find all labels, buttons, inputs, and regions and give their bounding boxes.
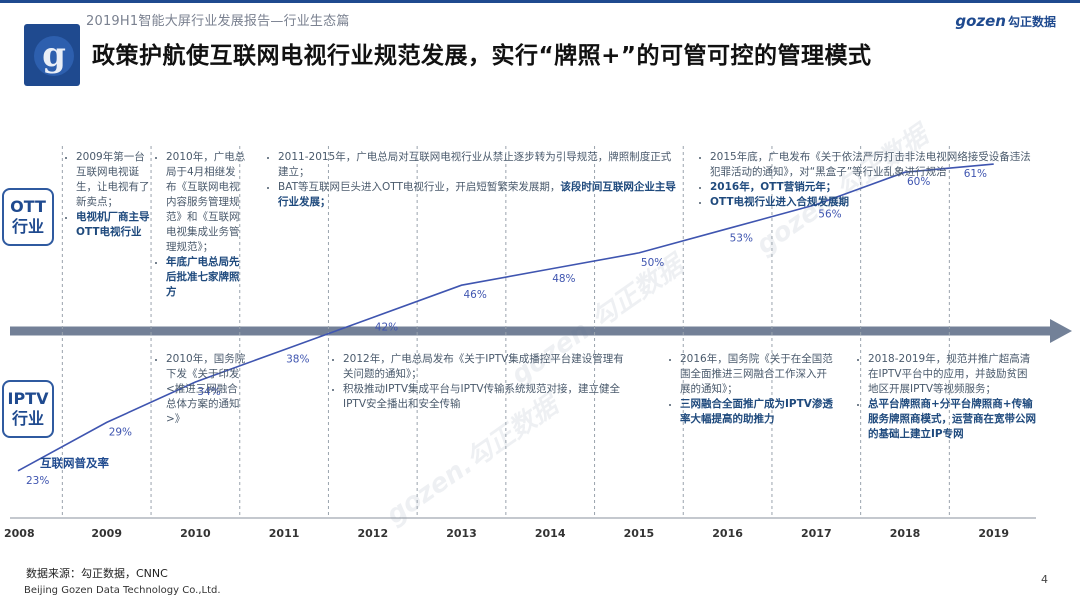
note-highlight: 电视机厂商主导OTT电视行业: [76, 211, 150, 238]
brand-name-cn: 勾正数据: [1007, 15, 1056, 29]
iptv-note-2018-2019: 2018-2019年，规范并推广超高清在IPTV平台中的应用，并鼓励贫困地区开展…: [858, 352, 1036, 442]
note-text: 2010年，广电总局于4月相继发布《互联网电视内容服务管理规范》和《互联网电视集…: [166, 151, 246, 253]
x-tick-label: 2019: [978, 527, 1009, 540]
note-text: BAT等互联网巨头进入OTT电视行业，开启短暂繁荣发展期，: [278, 181, 561, 193]
data-label: 56%: [818, 208, 841, 220]
note-text: 2010年，国务院下发《关于印发<推进三网融合总体方案的通知>》: [166, 353, 246, 425]
note-text: 2011-2015年，广电总局对互联网电视行业从禁止逐步转为引导规范，牌照制度正…: [278, 151, 672, 178]
ott-sector-label: OTT 行业: [2, 188, 54, 246]
note-highlight: OTT电视行业进入合规发展期: [710, 196, 849, 208]
data-label: 29%: [109, 426, 132, 438]
data-label: 23%: [26, 475, 49, 487]
note-list: 2018-2019年，规范并推广超高清在IPTV平台中的应用，并鼓励贫困地区开展…: [858, 352, 1036, 442]
note-list: 2009年第一台互联网电视诞生，让电视有了新卖点； 电视机厂商主导OTT电视行业: [66, 150, 152, 240]
x-tick-label: 2009: [91, 527, 122, 540]
note-item: OTT电视行业进入合规发展期: [710, 195, 1040, 210]
note-text: 2015年底，广电发布《关于依法严厉打击非法电视网络接受设备违法犯罪活动的通知》…: [710, 151, 1031, 178]
ott-note-2015-2016: 2015年底，广电发布《关于依法严厉打击非法电视网络接受设备违法犯罪活动的通知》…: [700, 150, 1040, 210]
note-item: 三网融合全面推广成为IPTV渗透率大幅提高的助推力: [680, 397, 835, 427]
x-tick-label: 2013: [446, 527, 477, 540]
page-number: 4: [1041, 573, 1048, 586]
note-text: 2018-2019年，规范并推广超高清在IPTV平台中的应用，并鼓励贫困地区开展…: [868, 353, 1031, 395]
company-name: Beijing Gozen Data Technology Co.,Ltd.: [24, 585, 221, 596]
svg-text:g: g: [42, 35, 66, 75]
report-title: 2019H1智能大屏行业发展报告—行业生态篇: [86, 14, 350, 29]
note-list: 2010年，广电总局于4月相继发布《互联网电视内容服务管理规范》和《互联网电视集…: [156, 150, 246, 300]
note-text: 2009年第一台互联网电视诞生，让电视有了新卖点；: [76, 151, 150, 208]
note-item: 2010年，广电总局于4月相继发布《互联网电视内容服务管理规范》和《互联网电视集…: [166, 150, 246, 255]
x-tick-label: 2012: [357, 527, 388, 540]
note-item: 积极推动IPTV集成平台与IPTV传输系统规范对接，建立健全IPTV安全播出和安…: [343, 382, 633, 412]
x-tick-label: 2008: [4, 527, 35, 540]
note-item: 2015年底，广电发布《关于依法严厉打击非法电视网络接受设备违法犯罪活动的通知》…: [710, 150, 1040, 180]
series-label: 互联网普及率: [40, 456, 109, 470]
note-list: 2011-2015年，广电总局对互联网电视行业从禁止逐步转为引导规范，牌照制度正…: [268, 150, 680, 210]
ott-note-2010: 2010年，广电总局于4月相继发布《互联网电视内容服务管理规范》和《互联网电视集…: [156, 150, 246, 300]
data-label: 50%: [641, 257, 664, 269]
note-item: 2016年，OTT营销元年；: [710, 180, 1040, 195]
note-item: 电视机厂商主导OTT电视行业: [76, 210, 152, 240]
data-label: 48%: [552, 273, 575, 285]
note-item: BAT等互联网巨头进入OTT电视行业，开启短暂繁荣发展期，该段时间互联网企业主导…: [278, 180, 680, 210]
note-highlight: 三网融合全面推广成为IPTV渗透率大幅提高的助推力: [680, 398, 833, 425]
note-highlight: 总平台牌照商+分平台牌照商+传输服务牌照商模式，运营商在宽带公网的基础上建立IP…: [868, 398, 1036, 440]
data-label: 53%: [730, 233, 753, 245]
note-list: 2016年，国务院《关于在全国范围全面推进三网融合工作深入开展的通知》； 三网融合…: [670, 352, 835, 427]
x-tick-label: 2017: [801, 527, 832, 540]
x-tick-label: 2010: [180, 527, 211, 540]
x-tick-label: 2014: [535, 527, 566, 540]
note-text: 2016年，国务院《关于在全国范围全面推进三网融合工作深入开展的通知》；: [680, 353, 833, 395]
iptv-note-2012: 2012年，广电总局发布《关于IPTV集成播控平台建设管理有关问题的通知》； 积极…: [333, 352, 633, 412]
note-highlight: 2016年，OTT营销元年；: [710, 181, 837, 193]
note-item: 总平台牌照商+分平台牌照商+传输服务牌照商模式，运营商在宽带公网的基础上建立IP…: [868, 397, 1036, 442]
note-item: 2018-2019年，规范并推广超高清在IPTV平台中的应用，并鼓励贫困地区开展…: [868, 352, 1036, 397]
data-label: 46%: [464, 289, 487, 301]
note-text: 积极推动IPTV集成平台与IPTV传输系统规范对接，建立健全IPTV安全播出和安…: [343, 383, 621, 410]
note-item: 2012年，广电总局发布《关于IPTV集成播控平台建设管理有关问题的通知》；: [343, 352, 633, 382]
timeline-arrow-head: [1050, 319, 1072, 343]
note-item: 2009年第一台互联网电视诞生，让电视有了新卖点；: [76, 150, 152, 210]
gozen-logo-icon: g: [24, 24, 80, 86]
x-tick-label: 2016: [712, 527, 743, 540]
brand-name: gozen: [955, 12, 1006, 30]
note-item: 2010年，国务院下发《关于印发<推进三网融合总体方案的通知>》: [166, 352, 246, 427]
data-label: 34%: [197, 386, 220, 398]
x-tick-label: 2018: [890, 527, 921, 540]
data-source: 数据来源：勾正数据，CNNC: [26, 567, 168, 580]
note-item: 2011-2015年，广电总局对互联网电视行业从禁止逐步转为引导规范，牌照制度正…: [278, 150, 680, 180]
brand-logo: gozen 勾正数据: [955, 12, 1056, 30]
note-item: 2016年，国务院《关于在全国范围全面推进三网融合工作深入开展的通知》；: [680, 352, 835, 397]
ott-note-2011-2015: 2011-2015年，广电总局对互联网电视行业从禁止逐步转为引导规范，牌照制度正…: [268, 150, 680, 210]
note-highlight: 该段时间互联网企业主导行业发展；: [278, 181, 676, 208]
iptv-sector-label: IPTV 行业: [2, 380, 54, 438]
ott-note-2009: 2009年第一台互联网电视诞生，让电视有了新卖点； 电视机厂商主导OTT电视行业: [66, 150, 152, 240]
series-line: [17, 163, 994, 472]
header-accent-line: [0, 0, 1080, 3]
note-list: 2015年底，广电发布《关于依法严厉打击非法电视网络接受设备违法犯罪活动的通知》…: [700, 150, 1040, 210]
iptv-note-2010: 2010年，国务院下发《关于印发<推进三网融合总体方案的通知>》: [156, 352, 246, 427]
data-label: 38%: [286, 354, 309, 366]
note-list: 2010年，国务院下发《关于印发<推进三网融合总体方案的通知>》: [156, 352, 246, 427]
data-label: 42%: [375, 321, 398, 333]
note-item: 年底广电总局先后批准七家牌照方: [166, 255, 246, 300]
iptv-note-2016: 2016年，国务院《关于在全国范围全面推进三网融合工作深入开展的通知》； 三网融合…: [670, 352, 835, 427]
page-title: 政策护航使互联网电视行业规范发展，实行“牌照+”的可管可控的管理模式: [92, 43, 872, 69]
note-text: 2012年，广电总局发布《关于IPTV集成播控平台建设管理有关问题的通知》；: [343, 353, 624, 380]
data-label: 61%: [964, 168, 987, 180]
x-tick-label: 2015: [624, 527, 655, 540]
note-list: 2012年，广电总局发布《关于IPTV集成播控平台建设管理有关问题的通知》； 积极…: [333, 352, 633, 412]
data-label: 60%: [907, 176, 930, 188]
x-tick-label: 2011: [269, 527, 300, 540]
note-highlight: 年底广电总局先后批准七家牌照方: [166, 256, 240, 298]
